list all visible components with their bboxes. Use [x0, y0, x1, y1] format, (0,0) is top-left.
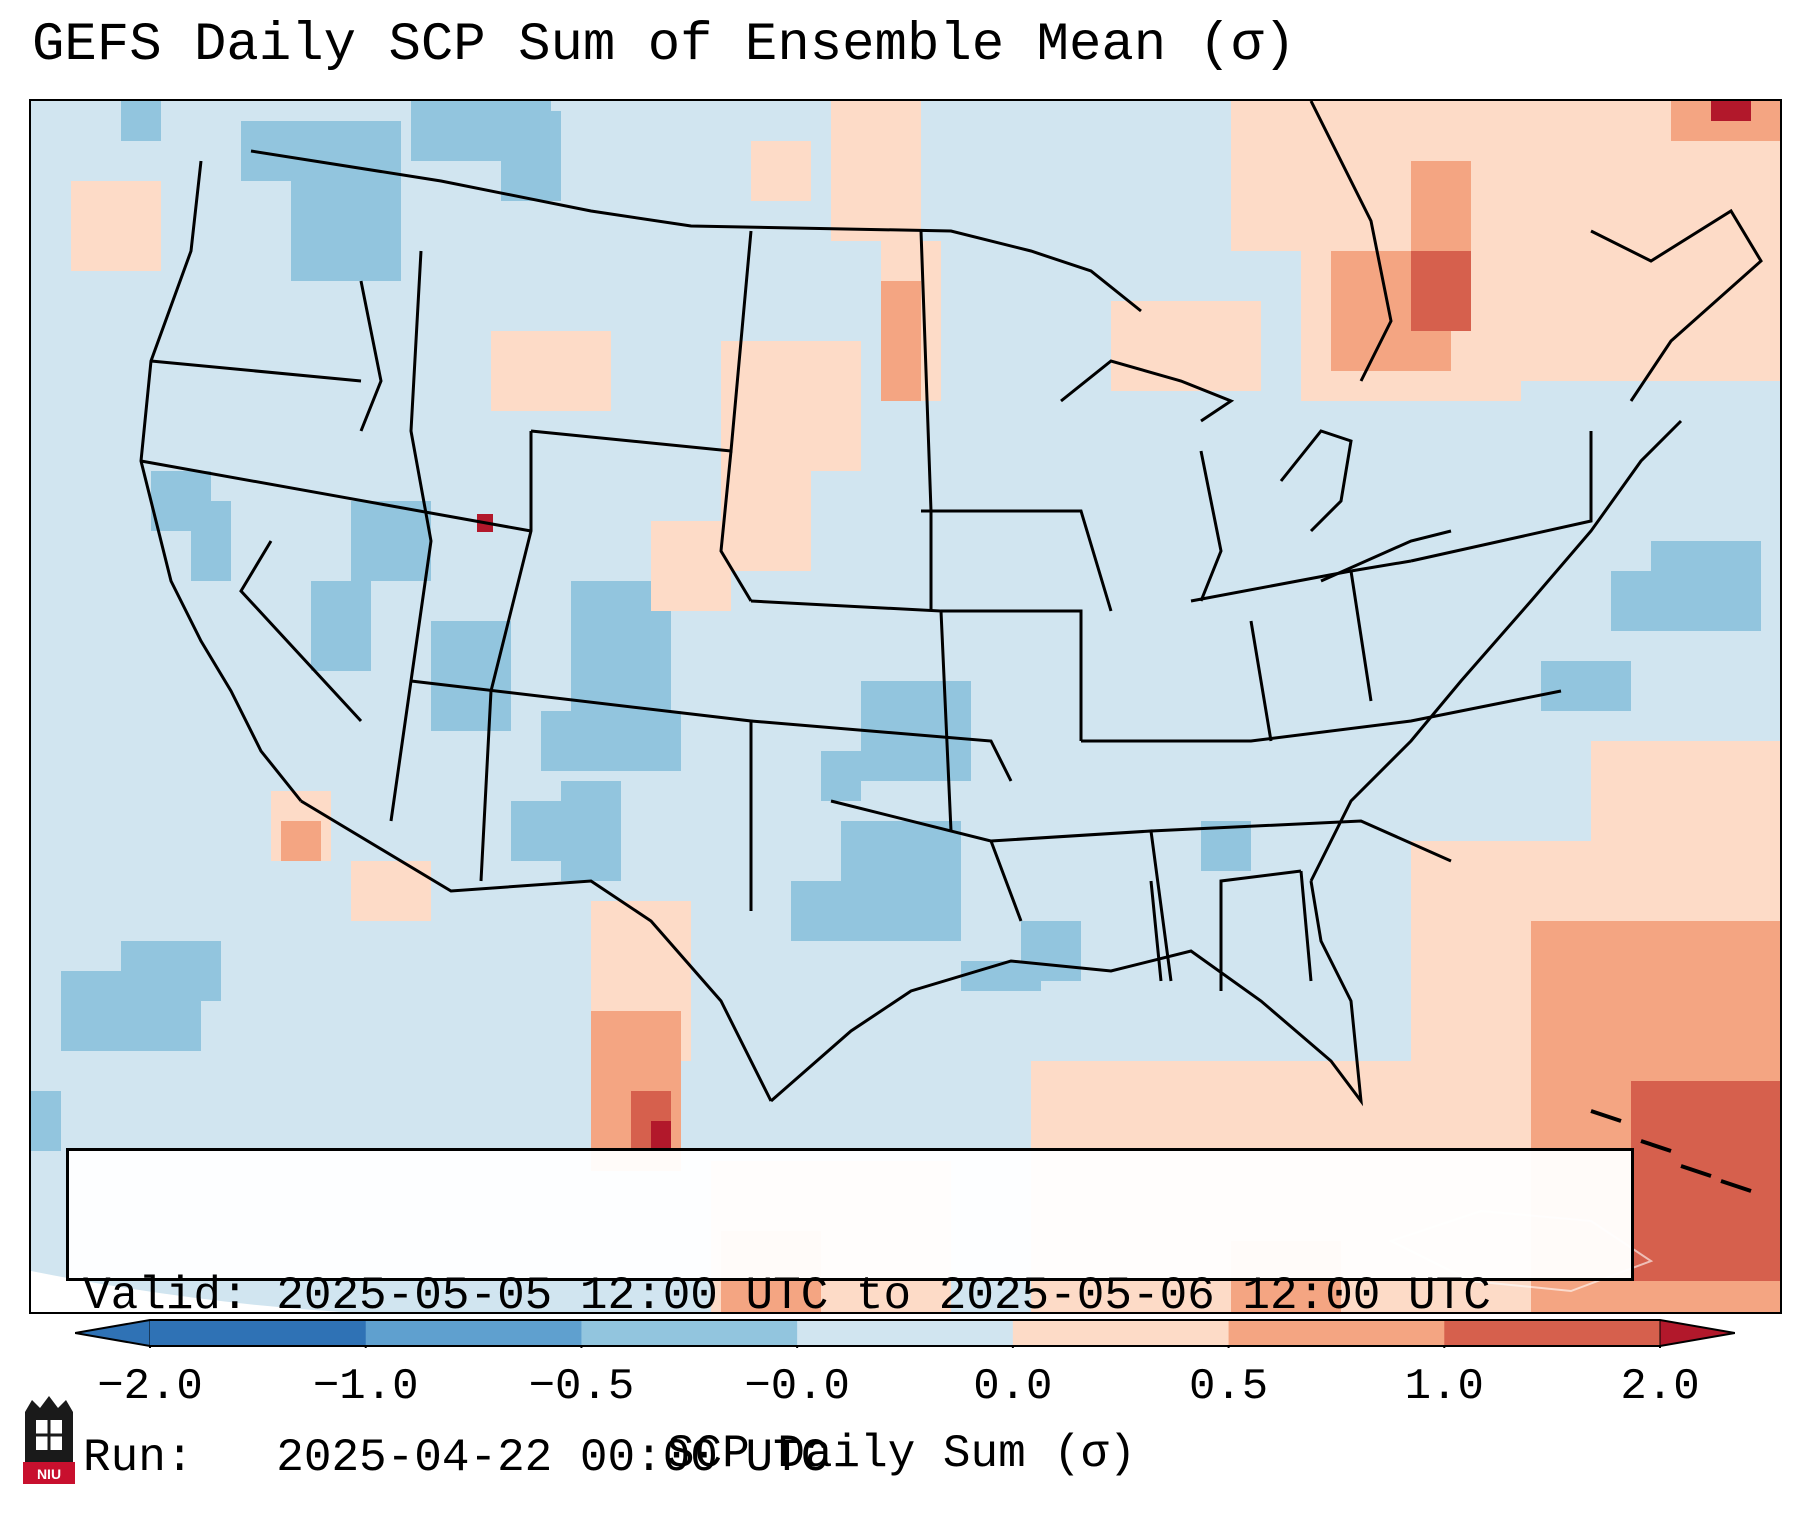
colorbar-extend-min [75, 1319, 151, 1347]
map-panel [29, 99, 1782, 1314]
niu-logo-text: NIU [36, 1466, 62, 1482]
valid-time-text: Valid: 2025-05-05 12:00 UTC to 2025-05-0… [83, 1270, 1491, 1322]
colorbar-tick-label: −0.5 [528, 1362, 635, 1412]
map-canvas [31, 101, 1780, 1312]
run-time-text: Run: 2025-04-22 00:00 UTC [83, 1432, 829, 1484]
colorbar [75, 1319, 1735, 1348]
colorbar-segment [797, 1320, 1014, 1346]
chart-title: GEFS Daily SCP Sum of Ensemble Mean (σ) [32, 15, 1296, 76]
colorbar-segment [1228, 1320, 1445, 1346]
caribbean-islands [1590, 1109, 1752, 1193]
colorbar-tick-label: −2.0 [97, 1362, 203, 1412]
colorbar-extend-max [1659, 1319, 1735, 1347]
colorbar-tick-label: −0.0 [744, 1362, 850, 1412]
colorbar-label: SCP Daily Sum (σ) [666, 1428, 1137, 1480]
colorbar-segment [365, 1320, 582, 1346]
negative-anomaly-patches [31, 101, 1761, 1151]
colorbar-segment [150, 1320, 367, 1346]
projection-corner-left [31, 1271, 342, 1312]
colorbar-tick-label: 0.5 [1188, 1362, 1269, 1412]
valid-run-info-box: Valid: 2025-05-05 12:00 UTC to 2025-05-0… [66, 1148, 1634, 1484]
colorbar-tick-label: 1.0 [1404, 1362, 1484, 1412]
colorbar-tick-label: 0.0 [973, 1362, 1053, 1412]
colorbar-segment [1012, 1320, 1230, 1346]
state-borders [139, 101, 1763, 1107]
strong-positive-patches [477, 101, 1780, 1281]
colorbar-tick-label: −1.0 [312, 1362, 419, 1412]
colorbar-segment [1444, 1320, 1661, 1346]
niu-logo [23, 1396, 75, 1484]
colorbar-tick-label: 2.0 [1620, 1362, 1700, 1412]
colorbar-segment [581, 1320, 798, 1346]
